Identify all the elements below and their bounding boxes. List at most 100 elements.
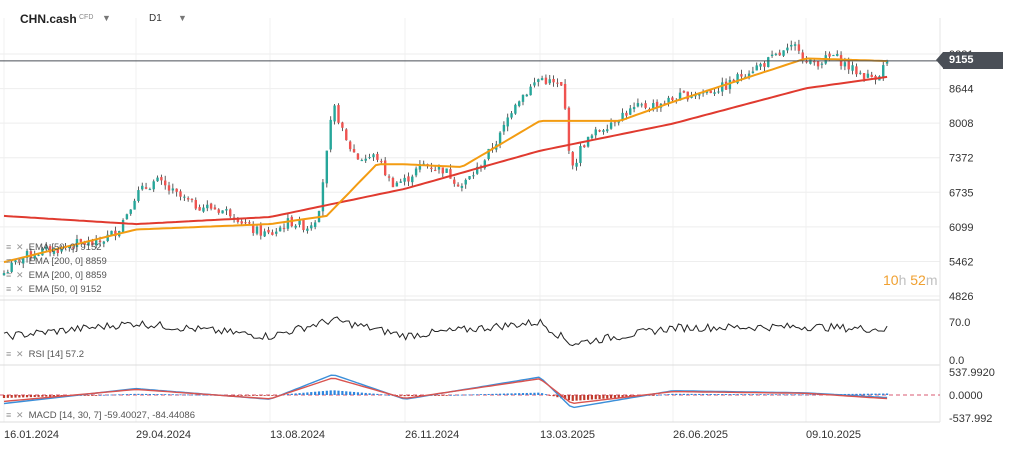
candle-body	[598, 130, 601, 132]
candle-body	[721, 82, 724, 92]
candle-body	[763, 63, 766, 67]
macd-legend[interactable]: ≡ ✕ MACD [14, 30, 7] -59.40027, -84.44086	[6, 410, 195, 421]
macd-histogram-bar	[472, 394, 475, 396]
candle-body	[836, 53, 839, 56]
legend-row-1[interactable]: ≡ ✕ EMA [50, 0] 9152	[6, 242, 102, 253]
macd-histogram-bar	[744, 394, 747, 395]
candle-body	[709, 90, 712, 94]
candle-body	[22, 256, 25, 264]
candle-body	[407, 176, 410, 182]
macd-histogram-bar	[491, 393, 494, 395]
menu-icon[interactable]: ≡	[6, 270, 12, 280]
candle-body	[724, 81, 728, 90]
candle-body	[202, 207, 205, 212]
macd-histogram-bar	[770, 394, 774, 396]
macd-label: MACD [14, 30, 7] -59.40027, -84.44086	[28, 410, 195, 421]
candle-body	[487, 148, 490, 159]
candle-body	[37, 254, 40, 256]
close-icon[interactable]: ✕	[16, 256, 24, 266]
legend-row-4[interactable]: ≡ ✕ EMA [50, 0] 9152	[6, 284, 102, 295]
candle-body	[510, 113, 513, 118]
macd-histogram-bar	[563, 395, 567, 400]
legend-row-2[interactable]: ≡ ✕ EMA [200, 0] 8859	[6, 256, 107, 267]
candle-body	[502, 124, 506, 132]
macd-histogram-bar	[652, 395, 655, 396]
candle-timer: 10h 52m	[883, 272, 938, 288]
macd-histogram-bar	[609, 395, 613, 399]
symbol-name[interactable]: CHN.cash	[20, 12, 77, 26]
candle-body	[302, 219, 305, 231]
macd-histogram-bar	[797, 394, 801, 396]
macd-histogram-bar	[521, 393, 525, 395]
candle-body	[194, 200, 197, 209]
macd-histogram-bar	[801, 394, 804, 396]
candle-body	[632, 107, 636, 110]
macd-histogram-bar	[356, 392, 360, 395]
macd-histogram-bar	[671, 393, 674, 395]
menu-icon[interactable]: ≡	[6, 256, 12, 266]
candle-body	[255, 226, 259, 234]
candle-body	[310, 225, 313, 229]
symbol-dropdown-icon[interactable]: ▼	[102, 13, 111, 23]
candle-body	[267, 229, 270, 233]
macd-histogram-bar	[445, 395, 448, 396]
menu-icon[interactable]: ≡	[6, 410, 12, 420]
macd-histogram-bar	[556, 395, 559, 398]
macd-histogram-bar	[294, 393, 297, 395]
macd-histogram-bar	[148, 393, 151, 395]
candle-body	[453, 179, 456, 184]
macd-histogram-bar	[709, 393, 712, 395]
timeframe-dropdown-icon[interactable]: ▼	[178, 13, 187, 23]
candle-body	[859, 72, 862, 74]
close-icon[interactable]: ✕	[16, 349, 24, 359]
candle-body	[298, 219, 301, 225]
macd-histogram-bar	[368, 393, 371, 395]
candle-body	[248, 222, 251, 224]
macd-histogram-bar	[418, 395, 422, 396]
macd-histogram-bar	[137, 393, 140, 395]
macd-histogram-bar	[621, 395, 624, 398]
macd-histogram-bar	[275, 395, 278, 396]
candle-body	[801, 52, 804, 60]
candle-body	[525, 94, 529, 97]
timeframe-selector[interactable]: D1	[149, 13, 162, 24]
candle-body	[56, 249, 59, 254]
candle-body	[713, 92, 716, 94]
candle-body	[583, 145, 586, 148]
macd-histogram-bar	[851, 393, 854, 395]
candle-body	[110, 230, 113, 236]
current-price-tag: 9155	[936, 52, 1003, 69]
macd-histogram-bar	[414, 395, 418, 396]
close-icon[interactable]: ✕	[16, 284, 24, 294]
macd-histogram-bar	[583, 395, 586, 401]
macd-histogram-bar	[52, 395, 56, 397]
candle-body	[345, 129, 348, 141]
macd-histogram-bar	[202, 394, 205, 396]
menu-icon[interactable]: ≡	[6, 284, 12, 294]
macd-histogram-bar	[479, 394, 483, 395]
macd-histogram-bar	[48, 395, 52, 397]
rsi-legend[interactable]: ≡ ✕ RSI [14] 57.2	[6, 349, 84, 360]
macd-histogram-bar	[882, 393, 885, 395]
menu-icon[interactable]: ≡	[6, 349, 12, 359]
candle-body	[217, 209, 220, 213]
candle-body	[606, 129, 609, 132]
macd-histogram-bar	[321, 391, 325, 395]
candle-body	[422, 163, 425, 165]
candle-body	[75, 239, 79, 248]
close-icon[interactable]: ✕	[16, 270, 24, 280]
macd-histogram-bar	[698, 393, 701, 395]
candle-body	[175, 188, 178, 192]
candle-body	[333, 105, 336, 122]
candle-body	[533, 82, 536, 86]
macd-histogram-bar	[717, 394, 720, 395]
menu-icon[interactable]: ≡	[6, 242, 12, 252]
candle-body	[682, 91, 686, 93]
close-icon[interactable]: ✕	[16, 410, 24, 420]
legend-row-3[interactable]: ≡ ✕ EMA [200, 0] 8859	[6, 270, 107, 281]
macd-histogram-bar	[441, 395, 444, 396]
candle-body	[186, 198, 190, 200]
close-icon[interactable]: ✕	[16, 242, 24, 252]
candle-body	[29, 251, 33, 258]
